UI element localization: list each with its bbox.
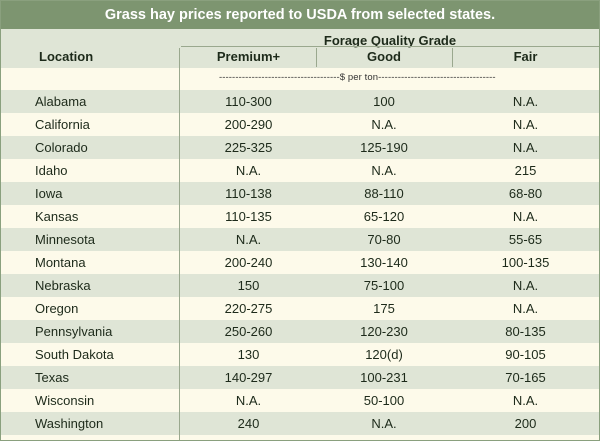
premium-cell: 240: [237, 416, 260, 431]
premium-cell: N.A.: [235, 163, 262, 178]
table-row: Washington 240 N.A. 200: [1, 412, 599, 435]
column-divider: [316, 48, 317, 67]
table-body: Alabama 110-300 100 N.A. California 200-290 N.…: [1, 90, 599, 435]
table-row: Nebraska 150 75-100 N.A.: [1, 274, 599, 297]
table-row: Idaho N.A. N.A. 215: [1, 159, 599, 182]
location-cell: Iowa: [35, 186, 63, 201]
premium-cell: 200-240: [224, 255, 273, 270]
location-cell: Washington: [35, 416, 104, 431]
location-cell: Idaho: [35, 163, 68, 178]
table-title: Grass hay prices reported to USDA from s…: [1, 1, 599, 29]
premium-cell: 110-300: [225, 94, 272, 109]
column-divider: [452, 48, 453, 67]
premium-cell: 140-297: [224, 370, 273, 385]
fair-cell: 215: [514, 163, 537, 178]
good-cell: 70-80: [367, 232, 401, 247]
fair-cell: 70-165: [505, 370, 546, 385]
location-cell: Oregon: [35, 301, 79, 316]
premium-cell: 220-275: [224, 301, 273, 316]
fair-cell: N.A.: [512, 301, 539, 316]
good-cell: 130-140: [360, 255, 408, 270]
fair-cell: N.A.: [512, 117, 539, 132]
good-cell: 100-231: [360, 370, 408, 385]
premium-cell: 200-290: [224, 117, 273, 132]
units-label: -------------------------------------$ p…: [219, 72, 496, 83]
table-row: Minnesota N.A. 70-80 55-65: [1, 228, 599, 251]
location-cell: Colorado: [35, 140, 88, 155]
table-row: California 200-290 N.A. N.A.: [1, 113, 599, 136]
location-cell: South Dakota: [35, 347, 114, 362]
fair-cell: N.A.: [512, 94, 539, 109]
location-column-header: Location: [39, 49, 94, 64]
good-cell: 100: [373, 94, 395, 109]
premium-column-header: Premium+: [216, 49, 281, 64]
table-row: Kansas 110-135 65-120 N.A.: [1, 205, 599, 228]
good-cell: 65-120: [363, 209, 405, 224]
good-cell: 88-110: [364, 186, 404, 201]
good-cell: 125-190: [360, 140, 408, 155]
premium-cell: 250-260: [224, 324, 273, 339]
good-cell: 75-100: [363, 278, 405, 293]
good-column-header: Good: [367, 49, 401, 64]
table-row: Texas 140-297 100-231 70-165: [1, 366, 599, 389]
table-row: South Dakota 130 120(d) 90-105: [1, 343, 599, 366]
fair-cell: 80-135: [505, 324, 546, 339]
good-cell: N.A.: [371, 163, 397, 178]
fair-cell: N.A.: [512, 209, 539, 224]
good-cell: N.A.: [371, 117, 397, 132]
location-cell: Nebraska: [35, 278, 91, 293]
location-cell: Texas: [35, 370, 69, 385]
premium-cell: 150: [237, 278, 260, 293]
fair-cell: N.A.: [512, 393, 539, 408]
table-header: Location Forage Quality Grade Premium+ G…: [1, 29, 599, 68]
fair-cell: N.A.: [512, 140, 539, 155]
premium-cell: N.A.: [235, 232, 262, 247]
fair-cell: 68-80: [508, 186, 543, 201]
fair-column-header: Fair: [513, 49, 538, 64]
fair-cell: N.A.: [512, 278, 539, 293]
location-cell: Pennsylvania: [35, 324, 113, 339]
location-cell: Kansas: [35, 209, 79, 224]
location-cell: Minnesota: [35, 232, 95, 247]
fair-cell: 55-65: [508, 232, 543, 247]
fair-cell: 200: [514, 416, 537, 431]
units-row: -------------------------------------$ p…: [1, 68, 599, 90]
premium-cell: 225-325: [224, 140, 273, 155]
table-row: Alabama 110-300 100 N.A.: [1, 90, 599, 113]
premium-cell: N.A.: [235, 393, 262, 408]
good-cell: 120-230: [360, 324, 408, 339]
location-cell: Alabama: [35, 94, 87, 109]
table-row: Pennsylvania 250-260 120-230 80-135: [1, 320, 599, 343]
good-cell: 50-100: [363, 393, 405, 408]
fair-cell: 100-135: [501, 255, 550, 270]
premium-cell: 110-138: [225, 186, 272, 201]
good-cell: N.A.: [371, 416, 397, 431]
premium-cell: 110-135: [225, 209, 272, 224]
forage-grade-group-header: Forage Quality Grade: [323, 33, 457, 48]
good-cell: 175: [373, 301, 395, 316]
table-row: Wisconsin N.A. 50-100 N.A.: [1, 389, 599, 412]
column-divider: [179, 48, 180, 440]
fair-cell: 90-105: [505, 347, 546, 362]
location-cell: Montana: [35, 255, 86, 270]
group-divider: [181, 46, 599, 47]
table-row: Colorado 225-325 125-190 N.A.: [1, 136, 599, 159]
good-cell: 120(d): [365, 347, 403, 362]
premium-cell: 130: [237, 347, 260, 362]
location-cell: Wisconsin: [35, 393, 95, 408]
table-row: Montana 200-240 130-140 100-135: [1, 251, 599, 274]
table-row: Oregon 220-275 175 N.A.: [1, 297, 599, 320]
table-row: Iowa 110-138 88-110 68-80: [1, 182, 599, 205]
location-cell: California: [35, 117, 90, 132]
